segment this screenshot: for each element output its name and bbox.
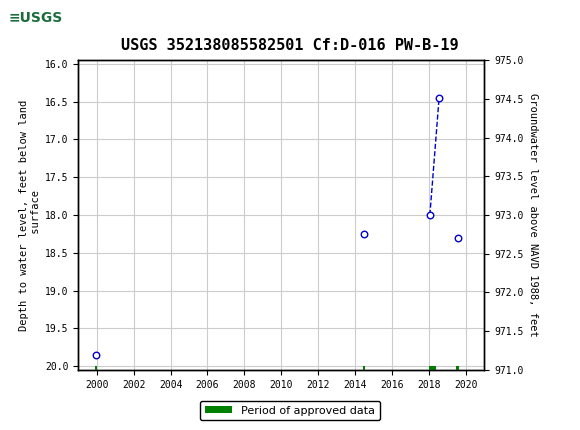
Bar (5, 3, 80, 34)
Bar (363, 366, 365, 375)
Text: USGS 352138085582501 Cf:D-016 PW-B-19: USGS 352138085582501 Cf:D-016 PW-B-19 (121, 38, 459, 52)
Point (425, 212, 434, 218)
Point (360, 230, 369, 237)
Bar (95, 366, 97, 375)
Point (91, 351, 100, 358)
Point (434, 95, 444, 101)
Y-axis label: Depth to water level, feet below land
 surface: Depth to water level, feet below land su… (19, 99, 41, 331)
Legend: Period of approved data: Period of approved data (200, 401, 380, 420)
Text: ≡USGS: ≡USGS (9, 11, 63, 25)
Point (453, 234, 462, 241)
Bar (429, 366, 436, 375)
Bar (456, 366, 459, 375)
Y-axis label: Groundwater level above NAVD 1988, feet: Groundwater level above NAVD 1988, feet (528, 93, 538, 337)
